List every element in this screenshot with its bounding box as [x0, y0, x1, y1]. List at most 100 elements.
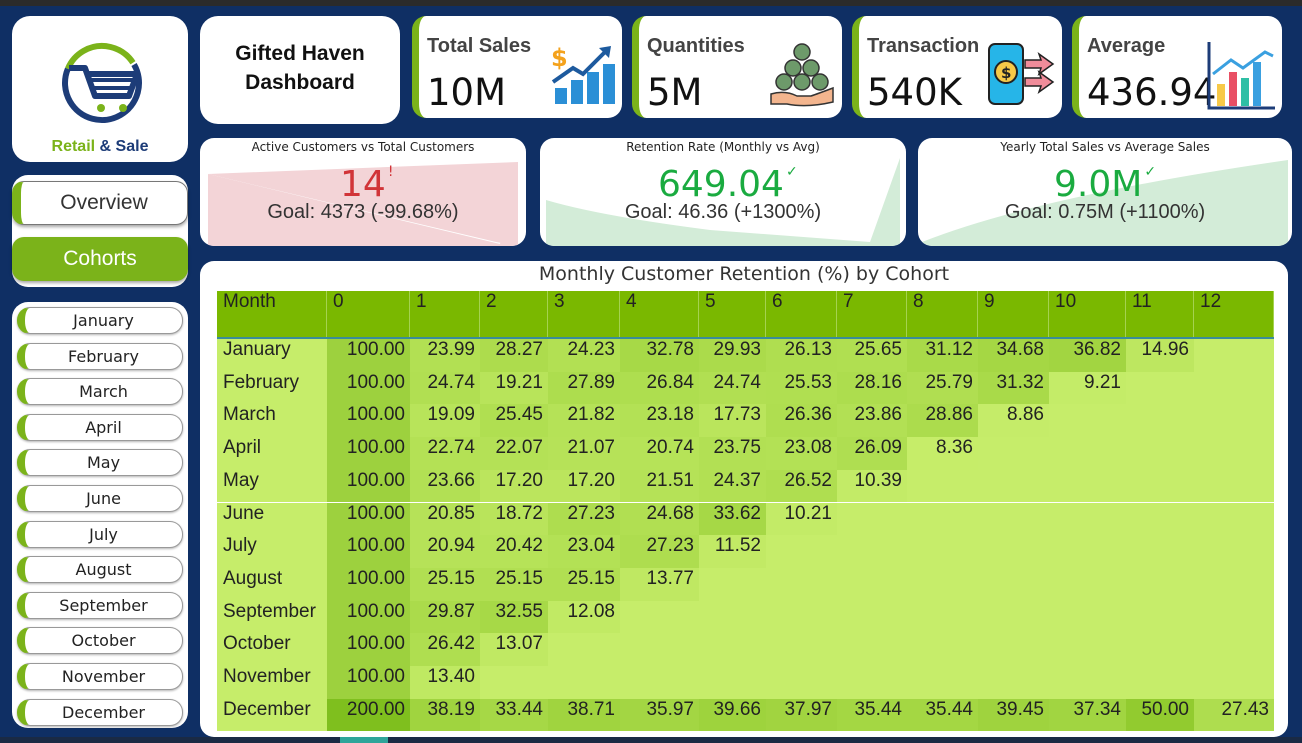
- month-button-september[interactable]: September: [17, 591, 183, 619]
- retention-cell: 26.52: [766, 469, 837, 503]
- month-button-june[interactable]: June: [17, 485, 183, 512]
- month-button-december[interactable]: December: [17, 698, 183, 726]
- retention-cell: 23.66: [410, 469, 480, 503]
- retention-cell: [1126, 567, 1194, 601]
- retention-cell: [907, 502, 978, 536]
- retention-cell: [1049, 666, 1126, 699]
- retention-cell: 8.36: [907, 437, 978, 470]
- retention-cell: 37.34: [1049, 698, 1126, 732]
- retention-cell: [978, 567, 1049, 601]
- retention-cell: 21.07: [548, 437, 620, 470]
- table-row: April 100.00 22.74 22.07 21.07 20.74 23.75 23.0…: [217, 437, 1274, 470]
- retention-cell: 39.45: [978, 698, 1049, 732]
- retention-cell: 10.21: [766, 502, 837, 536]
- retention-cell: [907, 633, 978, 666]
- retention-cell: [1049, 600, 1126, 634]
- card-value: 14!: [340, 164, 394, 205]
- table-row: August 100.00 25.15 25.15 25.15 13.77: [217, 567, 1274, 601]
- coins-hand-icon: [770, 43, 834, 107]
- retention-cell: 24.74: [410, 371, 480, 405]
- card-value: 9.0M ✓: [1054, 164, 1157, 205]
- retention-cell: [1049, 469, 1126, 503]
- retention-cell: 14.96: [1126, 339, 1194, 372]
- row-label: March: [223, 404, 276, 426]
- month-button-february[interactable]: February: [17, 342, 183, 370]
- month-button-may[interactable]: May: [17, 449, 183, 477]
- retention-cell: 100.00: [327, 437, 410, 470]
- retention-cell: 32.78: [620, 339, 699, 372]
- month-button-august[interactable]: August: [17, 556, 183, 584]
- retention-cell: [766, 567, 837, 601]
- kpi-label: Average: [1087, 35, 1166, 57]
- retention-cell: 26.42: [410, 633, 480, 666]
- retention-cell: 35.44: [837, 698, 907, 732]
- month-button-october[interactable]: October: [17, 627, 183, 655]
- card-title: Active Customers vs Total Customers: [251, 140, 475, 154]
- retention-cell: 33.62: [699, 502, 766, 536]
- alert-icon: !: [387, 164, 394, 180]
- header-divider: [217, 337, 1274, 339]
- row-label: January: [223, 339, 291, 360]
- cohorts-button[interactable]: Cohorts: [12, 237, 188, 281]
- retention-cell: [1194, 339, 1274, 372]
- retention-cell: [1126, 404, 1194, 438]
- dashboard-title-card: Gifted Haven Dashboard: [200, 16, 400, 124]
- phone-payment-icon: $: [988, 43, 1055, 105]
- table-row: June 100.00 20.85 18.72 27.23 24.68 33.62 10.21: [217, 502, 1274, 536]
- retention-cell: [978, 502, 1049, 536]
- month-button-july[interactable]: July: [17, 520, 183, 548]
- retention-cell: [620, 666, 699, 699]
- retention-cell: 100.00: [327, 339, 410, 372]
- kpi-value: 436.94: [1087, 71, 1217, 114]
- row-label: August: [223, 567, 283, 589]
- retention-cell: 35.97: [620, 698, 699, 732]
- retention-cell: 26.36: [766, 404, 837, 438]
- retention-cell: 20.74: [620, 437, 699, 470]
- retention-cell: [1194, 502, 1274, 536]
- retention-cell: [837, 502, 907, 536]
- retention-cell: 24.37: [699, 469, 766, 503]
- retention-cell: [1049, 437, 1126, 470]
- retention-cell: [1049, 404, 1126, 438]
- retention-cell: [1126, 502, 1194, 536]
- retention-cell: 100.00: [327, 633, 410, 666]
- retention-cell: 100.00: [327, 502, 410, 536]
- retention-cell: [1049, 535, 1126, 568]
- retention-cell: 24.23: [548, 339, 620, 372]
- header-cell-period: 11: [1126, 291, 1194, 337]
- row-label: February: [223, 371, 300, 393]
- retention-cell: [1126, 535, 1194, 568]
- retention-cell: 25.15: [548, 567, 620, 601]
- retention-cell: [978, 600, 1049, 634]
- table-row: September 100.00 29.87 32.55 12.08: [217, 600, 1274, 634]
- active-page-tab[interactable]: [340, 737, 388, 743]
- row-label: November: [223, 666, 311, 687]
- header-cell-period: 0: [327, 291, 410, 337]
- retention-cell: 23.18: [620, 404, 699, 438]
- month-button-april[interactable]: April: [17, 413, 183, 441]
- month-button-march[interactable]: March: [17, 378, 183, 406]
- month-button-november[interactable]: November: [17, 663, 183, 690]
- retention-cell: [620, 633, 699, 666]
- retention-cell: [837, 666, 907, 699]
- row-label: April: [223, 437, 262, 459]
- retention-cell: 27.89: [548, 371, 620, 405]
- header-cell-period: 5: [699, 291, 766, 337]
- retention-cell: 13.77: [620, 567, 699, 601]
- retention-cell: [766, 535, 837, 568]
- retention-cell: 8.86: [978, 404, 1049, 438]
- retention-cell: 17.20: [548, 469, 620, 503]
- retention-cell: [1049, 567, 1126, 601]
- retention-cell: 38.19: [410, 698, 480, 732]
- kpi-label: Transaction: [867, 35, 980, 57]
- row-label: October: [223, 633, 291, 655]
- retention-cell: [1049, 633, 1126, 666]
- row-label: June: [223, 502, 265, 524]
- dashboard-title: Gifted Haven Dashboard: [235, 42, 365, 94]
- retention-cell: 27.23: [548, 502, 620, 536]
- month-button-january[interactable]: January: [17, 307, 183, 334]
- overview-button[interactable]: Overview: [12, 181, 188, 225]
- retention-cell: 23.75: [699, 437, 766, 470]
- retention-cell: [1194, 371, 1274, 405]
- page-tab-strip: [0, 737, 1302, 743]
